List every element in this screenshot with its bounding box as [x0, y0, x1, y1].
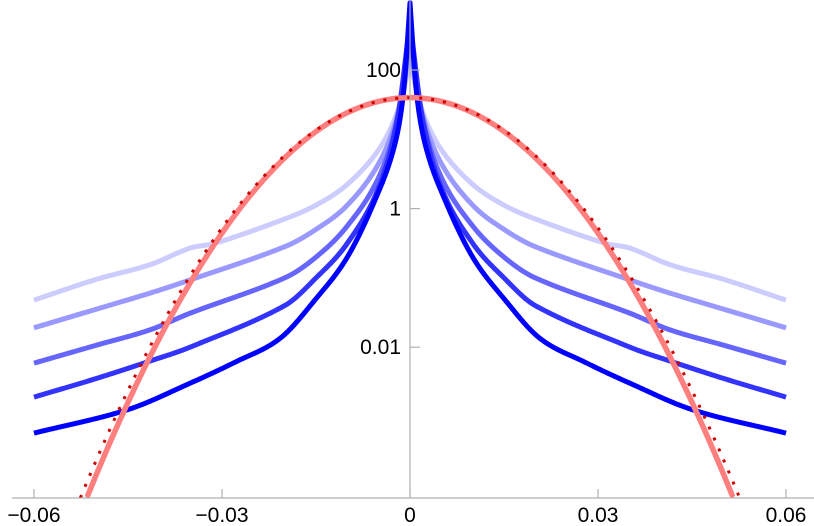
x-ticks: −0.06 −0.03 0 0.03 0.06	[7, 489, 806, 526]
y-tick-label: 100	[366, 59, 401, 82]
y-tick-label: 0.01	[360, 336, 401, 359]
y-ticks: 100 1 0.01	[360, 59, 420, 359]
x-tick-label: −0.06	[7, 504, 60, 526]
axes: −0.06 −0.03 0 0.03 0.06 100 1 0.01	[7, 0, 814, 526]
y-tick-label: 1	[389, 198, 401, 221]
x-tick-label: 0.03	[578, 504, 619, 526]
x-tick-label: 0.06	[766, 504, 807, 526]
x-tick-label: 0	[404, 504, 416, 526]
x-tick-label: −0.03	[195, 504, 248, 526]
